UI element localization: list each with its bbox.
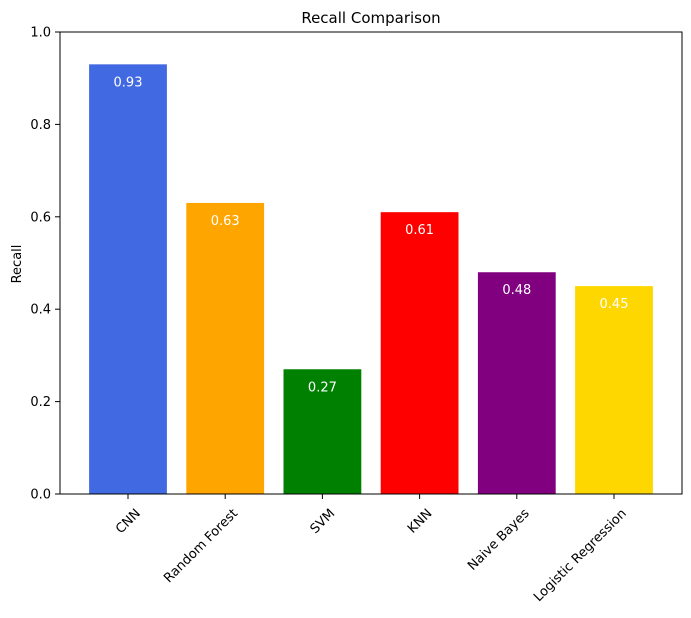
bar-random-forest xyxy=(186,202,265,494)
data-labels-group: 0.93 0.63 0.27 0.61 0.48 0.45 xyxy=(114,75,629,395)
y-tick-label: 0.0 xyxy=(30,488,51,503)
bar-value-label: 0.63 xyxy=(211,214,240,229)
plot-frame xyxy=(59,31,683,495)
bar-cnn xyxy=(89,64,167,494)
x-tick-label: Random Forest xyxy=(161,506,241,586)
x-tick-label: KNN xyxy=(405,506,435,536)
x-tick-label: Logistic Regression xyxy=(531,506,630,605)
bar-logistic-regression xyxy=(575,286,653,494)
bar-value-label: 0.48 xyxy=(502,283,531,298)
x-tick-label: Naive Bayes xyxy=(465,506,533,574)
x-axis: CNN Random Forest SVM KNN Naive BayesLogisti… xyxy=(113,494,630,605)
bars-group xyxy=(89,64,653,494)
x-tick-label: CNN xyxy=(113,506,144,537)
y-tick-label: 0.2 xyxy=(30,395,51,410)
y-tick-label: 0.4 xyxy=(30,303,51,318)
bar-value-label: 0.93 xyxy=(114,75,143,90)
bar-naive-bayes xyxy=(477,272,556,494)
y-tick-label: 0.8 xyxy=(30,118,51,133)
bar-value-label: 0.61 xyxy=(405,223,434,238)
chart-title: Recall Comparison xyxy=(301,9,440,27)
bar-svm xyxy=(283,369,362,494)
y-axis: 0.0 0.2 0.4 0.6 0.8 1.0 xyxy=(30,26,60,503)
bar-value-label: 0.45 xyxy=(600,297,629,312)
y-axis-label: Recall xyxy=(10,245,25,284)
y-tick-label: 0.6 xyxy=(30,210,51,225)
x-tick-label: SVM xyxy=(308,506,339,537)
y-tick-label: 1.0 xyxy=(30,26,51,41)
bar-knn xyxy=(380,212,459,494)
bar-value-label: 0.27 xyxy=(308,380,337,395)
